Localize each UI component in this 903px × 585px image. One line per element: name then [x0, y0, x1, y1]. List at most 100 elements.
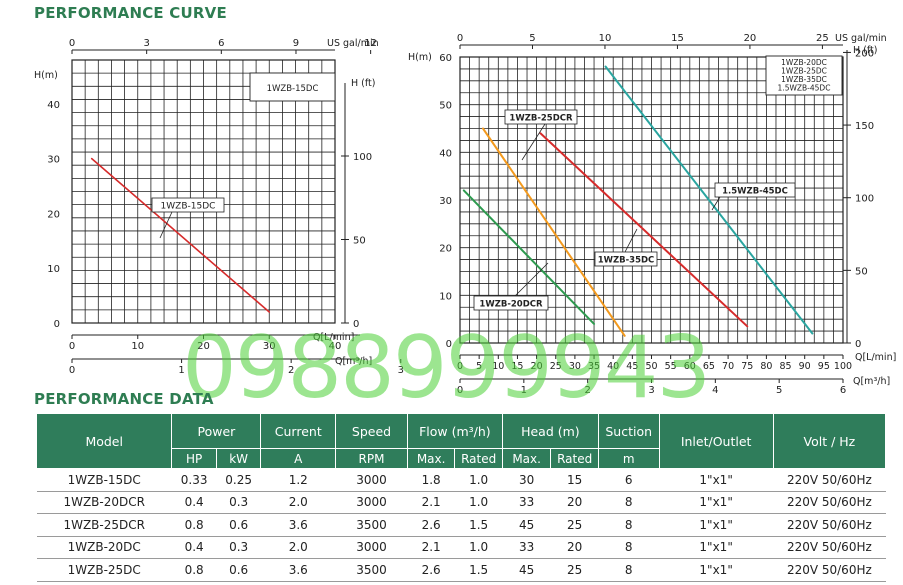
- x-top-tick-label: 0: [457, 33, 463, 44]
- x-top-axis-label: US gal/min: [327, 38, 379, 49]
- subheader-hp: HP: [171, 448, 217, 469]
- y-right-tick-label: 50: [353, 235, 366, 246]
- x-m3-tick-label: 1: [178, 365, 184, 376]
- header-speed: Speed: [335, 413, 408, 449]
- x-bottom-tick-label: 30: [569, 361, 581, 372]
- y-right-tick-label: 0: [353, 319, 359, 330]
- table-row: 1WZB-15DC 0.33 0.25 1.2 3000 1.8 1.0 30 15 6 1"x1"…: [36, 468, 886, 492]
- x-bottom-tick-label: 35: [588, 361, 600, 372]
- x-top-tick-label: 10: [599, 33, 612, 44]
- header-flow: Flow (m³/h): [406, 413, 503, 449]
- table-cell: 0.3: [216, 491, 261, 514]
- table-cell: 8: [598, 558, 660, 582]
- table-cell: 25: [550, 558, 599, 582]
- callout-label: 1WZB-35DC: [598, 256, 655, 266]
- callout-leader: [711, 196, 721, 211]
- table-cell: 3.6: [260, 558, 336, 582]
- y-left-axis-label: H(m): [408, 52, 432, 63]
- table-cell: 33: [502, 491, 551, 514]
- table-cell: 1.8: [407, 468, 455, 492]
- x-m3-tick-label: 2: [288, 365, 294, 376]
- x-bottom-tick-label: 15: [511, 361, 523, 372]
- x-top-tick-label: 3: [143, 38, 149, 49]
- y-left-tick-label: 20: [439, 244, 452, 255]
- subheader-a: A: [260, 448, 337, 469]
- x-bottom-tick-label: 55: [665, 361, 677, 372]
- legend-entry: 1WZB-15DC: [267, 84, 319, 94]
- x-m3-tick-label: 0: [457, 385, 463, 396]
- performance-data-title: PERFORMANCE DATA: [34, 390, 214, 408]
- y-right-tick-label: 100: [353, 152, 372, 163]
- x-bottom-tick-label: 0: [457, 361, 463, 372]
- series-line-1wzb-20dcr: [462, 189, 596, 325]
- x-m3-tick-label: 0: [69, 365, 75, 376]
- table-cell: 3.6: [260, 513, 336, 537]
- x-bottom-tick-label: 90: [799, 361, 811, 372]
- callout-label: 1.5WZB-45DC: [722, 187, 788, 197]
- table-cell: 3500: [335, 513, 408, 537]
- table-cell: 0.8: [171, 513, 217, 537]
- header-power: Power: [171, 413, 262, 449]
- table-cell: 1"x1": [659, 558, 774, 582]
- y-left-tick-label: 20: [47, 209, 60, 220]
- x-bottom-tick-label: 30: [263, 341, 276, 352]
- x-m3-axis-label: Q[m³/h]: [853, 376, 890, 387]
- header-inlet-outlet: Inlet/Outlet: [658, 413, 774, 469]
- table-cell: 1"x1": [659, 468, 774, 492]
- table-cell: 1"x1": [659, 491, 774, 514]
- table-cell: 1"x1": [659, 536, 774, 559]
- table-cell: 3500: [335, 558, 408, 582]
- header-head: Head (m): [501, 413, 599, 449]
- x-bottom-tick-label: 75: [741, 361, 753, 372]
- plot-frame: [459, 56, 844, 344]
- table-cell: 3000: [335, 468, 408, 492]
- legend-entry: 1WZB-20DC: [781, 58, 827, 67]
- header-suction: Suction: [597, 413, 660, 449]
- table-cell: 3000: [335, 536, 408, 559]
- table-cell: 1WZB-25DCR: [36, 513, 172, 537]
- header-volt-hz: Volt / Hz: [772, 413, 887, 469]
- x-top-tick-label: 6: [218, 38, 224, 49]
- y-right-tick-label: 0: [855, 339, 861, 350]
- x-m3-tick-label: 3: [648, 385, 654, 396]
- x-bottom-tick-label: 20: [197, 341, 210, 352]
- series-line-1wzb-15dc: [90, 157, 271, 313]
- x-bottom-axis-label: Q[L/min]: [313, 332, 354, 343]
- x-top-tick-label: 15: [671, 33, 684, 44]
- y-left-tick-label: 10: [47, 264, 60, 275]
- x-m3-tick-label: 2: [584, 385, 590, 396]
- x-bottom-axis-label: Q[L/min]: [855, 352, 896, 363]
- table-cell: 2.1: [407, 536, 455, 559]
- header-current: Current: [260, 413, 337, 449]
- x-bottom-tick-label: 10: [131, 341, 144, 352]
- subheader-flow-rated: Rated: [454, 448, 503, 469]
- x-bottom-tick-label: 50: [645, 361, 657, 372]
- x-top-tick-label: 9: [293, 38, 299, 49]
- table-cell: 1.5: [454, 513, 503, 537]
- x-bottom-tick-label: 0: [69, 341, 75, 352]
- subheader-rpm: RPM: [335, 448, 408, 469]
- table-cell: 1"x1": [659, 513, 774, 537]
- x-bottom-tick-label: 45: [626, 361, 638, 372]
- table-cell: 0.8: [171, 558, 217, 582]
- table-cell: 2.0: [260, 536, 336, 559]
- x-m3-tick-label: 3: [398, 365, 404, 376]
- callout-label: 1WZB-15DC: [161, 202, 216, 212]
- callout-leader: [159, 211, 173, 239]
- table-cell: 1WZB-20DC: [36, 536, 172, 559]
- table-cell: 1.5: [454, 558, 503, 582]
- table-cell: 45: [502, 513, 551, 537]
- table-cell: 30: [502, 468, 551, 492]
- x-m3-axis-label: Q[m³/h]: [335, 356, 372, 367]
- series-line-1wzb-35dc: [539, 132, 749, 328]
- x-bottom-tick-label: 5: [476, 361, 482, 372]
- y-left-axis-label: H(m): [34, 70, 58, 81]
- series-line-1-5wzb-45dc: [604, 65, 814, 335]
- table-cell: 8: [598, 513, 660, 537]
- table-cell: 1.0: [454, 468, 503, 492]
- y-left-tick-label: 10: [439, 291, 452, 302]
- y-right-axis-label: H (ft): [351, 78, 375, 89]
- table-cell: 220V 50/60Hz: [773, 536, 886, 559]
- table-row: 1WZB-25DCR 0.8 0.6 3.6 3500 2.6 1.5 45 25 8 1"x1" 2…: [36, 513, 886, 537]
- x-m3-tick-label: 6: [840, 385, 846, 396]
